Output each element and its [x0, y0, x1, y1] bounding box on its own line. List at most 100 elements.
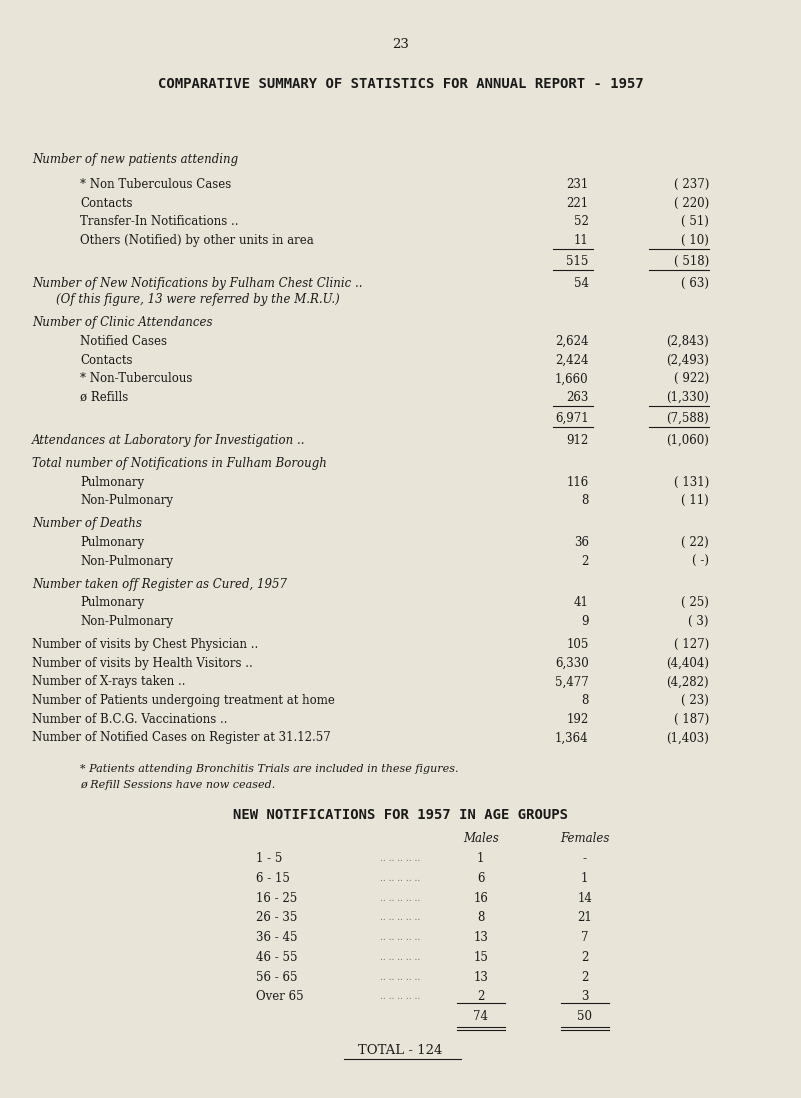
Text: 8: 8 — [477, 911, 485, 925]
Text: (2,493): (2,493) — [666, 354, 709, 367]
Text: 116: 116 — [566, 475, 589, 489]
Text: 2,424: 2,424 — [555, 354, 589, 367]
Text: Number of visits by Chest Physician ..: Number of visits by Chest Physician .. — [32, 638, 258, 651]
Text: Attendances at Laboratory for Investigation ..: Attendances at Laboratory for Investigat… — [32, 434, 305, 447]
Text: ( 127): ( 127) — [674, 638, 709, 651]
Text: 221: 221 — [566, 197, 589, 210]
Text: 26 - 35: 26 - 35 — [256, 911, 298, 925]
Text: -: - — [583, 852, 586, 865]
Text: 11: 11 — [574, 234, 589, 247]
Text: Number of Deaths: Number of Deaths — [32, 517, 142, 530]
Text: Number of new patients attending: Number of new patients attending — [32, 153, 238, 166]
Text: (1,403): (1,403) — [666, 731, 709, 744]
Text: 2: 2 — [477, 990, 485, 1004]
Text: Number of New Notifications by Fulham Chest Clinic ..: Number of New Notifications by Fulham Ch… — [32, 277, 363, 290]
Text: ( 131): ( 131) — [674, 475, 709, 489]
Text: ( 25): ( 25) — [681, 596, 709, 609]
Text: TOTAL - 124: TOTAL - 124 — [358, 1044, 443, 1057]
Text: 192: 192 — [566, 713, 589, 726]
Text: ( 3): ( 3) — [688, 615, 709, 628]
Text: (Of this figure, 13 were referred by the M.R.U.): (Of this figure, 13 were referred by the… — [56, 293, 340, 306]
Text: ( 220): ( 220) — [674, 197, 709, 210]
Text: Others (Notified) by other units in area: Others (Notified) by other units in area — [80, 234, 314, 247]
Text: 36 - 45: 36 - 45 — [256, 931, 298, 944]
Text: ( 518): ( 518) — [674, 255, 709, 268]
Text: 15: 15 — [473, 951, 488, 964]
Text: .. .. .. .. ..: .. .. .. .. .. — [380, 953, 421, 962]
Text: (1,330): (1,330) — [666, 391, 709, 404]
Text: (4,282): (4,282) — [666, 675, 709, 688]
Text: 52: 52 — [574, 215, 589, 228]
Text: Pulmonary: Pulmonary — [80, 475, 144, 489]
Text: 2: 2 — [581, 971, 589, 984]
Text: Number of visits by Health Visitors ..: Number of visits by Health Visitors .. — [32, 657, 253, 670]
Text: ( 187): ( 187) — [674, 713, 709, 726]
Text: (1,060): (1,060) — [666, 434, 709, 447]
Text: Transfer-In Notifications ..: Transfer-In Notifications .. — [80, 215, 239, 228]
Text: Contacts: Contacts — [80, 197, 133, 210]
Text: Non-Pulmonary: Non-Pulmonary — [80, 494, 173, 507]
Text: 5,477: 5,477 — [555, 675, 589, 688]
Text: * Patients attending Bronchitis Trials are included in these figures.: * Patients attending Bronchitis Trials a… — [80, 763, 459, 774]
Text: 1,660: 1,660 — [555, 372, 589, 385]
Text: 36: 36 — [574, 536, 589, 549]
Text: Number of Clinic Attendances: Number of Clinic Attendances — [32, 316, 212, 329]
Text: .. .. .. .. ..: .. .. .. .. .. — [380, 933, 421, 942]
Text: 7: 7 — [581, 931, 589, 944]
Text: COMPARATIVE SUMMARY OF STATISTICS FOR ANNUAL REPORT - 1957: COMPARATIVE SUMMARY OF STATISTICS FOR AN… — [158, 77, 643, 91]
Text: 56 - 65: 56 - 65 — [256, 971, 298, 984]
Text: Pulmonary: Pulmonary — [80, 536, 144, 549]
Text: 50: 50 — [578, 1010, 592, 1023]
Text: 1: 1 — [477, 852, 485, 865]
Text: Females: Females — [560, 832, 610, 845]
Text: 912: 912 — [566, 434, 589, 447]
Text: 105: 105 — [566, 638, 589, 651]
Text: (4,404): (4,404) — [666, 657, 709, 670]
Text: ( -): ( -) — [692, 554, 709, 568]
Text: ( 63): ( 63) — [681, 277, 709, 290]
Text: 2,624: 2,624 — [555, 335, 589, 348]
Text: 9: 9 — [582, 615, 589, 628]
Text: ( 22): ( 22) — [681, 536, 709, 549]
Text: .. .. .. .. ..: .. .. .. .. .. — [380, 993, 421, 1001]
Text: Pulmonary: Pulmonary — [80, 596, 144, 609]
Text: 6: 6 — [477, 872, 485, 885]
Text: 74: 74 — [473, 1010, 488, 1023]
Text: 1,364: 1,364 — [555, 731, 589, 744]
Text: 6,330: 6,330 — [555, 657, 589, 670]
Text: .. .. .. .. ..: .. .. .. .. .. — [380, 854, 421, 863]
Text: 6 - 15: 6 - 15 — [256, 872, 290, 885]
Text: 13: 13 — [473, 971, 488, 984]
Text: ( 23): ( 23) — [681, 694, 709, 707]
Text: .. .. .. .. ..: .. .. .. .. .. — [380, 914, 421, 922]
Text: .. .. .. .. ..: .. .. .. .. .. — [380, 874, 421, 883]
Text: Notified Cases: Notified Cases — [80, 335, 167, 348]
Text: NEW NOTIFICATIONS FOR 1957 IN AGE GROUPS: NEW NOTIFICATIONS FOR 1957 IN AGE GROUPS — [233, 808, 568, 821]
Text: 8: 8 — [582, 694, 589, 707]
Text: 515: 515 — [566, 255, 589, 268]
Text: ( 922): ( 922) — [674, 372, 709, 385]
Text: ø Refill Sessions have now ceased.: ø Refill Sessions have now ceased. — [80, 780, 276, 791]
Text: * Non-Tuberculous: * Non-Tuberculous — [80, 372, 192, 385]
Text: 8: 8 — [582, 494, 589, 507]
Text: .. .. .. .. ..: .. .. .. .. .. — [380, 894, 421, 903]
Text: * Non Tuberculous Cases: * Non Tuberculous Cases — [80, 178, 231, 191]
Text: 16 - 25: 16 - 25 — [256, 892, 297, 905]
Text: 14: 14 — [578, 892, 592, 905]
Text: 3: 3 — [581, 990, 589, 1004]
Text: .. .. .. .. ..: .. .. .. .. .. — [380, 973, 421, 982]
Text: ( 11): ( 11) — [681, 494, 709, 507]
Text: 41: 41 — [574, 596, 589, 609]
Text: Number taken off Register as Cured, 1957: Number taken off Register as Cured, 1957 — [32, 578, 287, 591]
Text: Number of Notified Cases on Register at 31.12.57: Number of Notified Cases on Register at … — [32, 731, 331, 744]
Text: ( 51): ( 51) — [681, 215, 709, 228]
Text: ( 10): ( 10) — [681, 234, 709, 247]
Text: (7,588): (7,588) — [666, 412, 709, 425]
Text: (2,843): (2,843) — [666, 335, 709, 348]
Text: Total number of Notifications in Fulham Borough: Total number of Notifications in Fulham … — [32, 457, 327, 470]
Text: Contacts: Contacts — [80, 354, 133, 367]
Text: 23: 23 — [392, 38, 409, 52]
Text: 13: 13 — [473, 931, 488, 944]
Text: 1 - 5: 1 - 5 — [256, 852, 283, 865]
Text: 21: 21 — [578, 911, 592, 925]
